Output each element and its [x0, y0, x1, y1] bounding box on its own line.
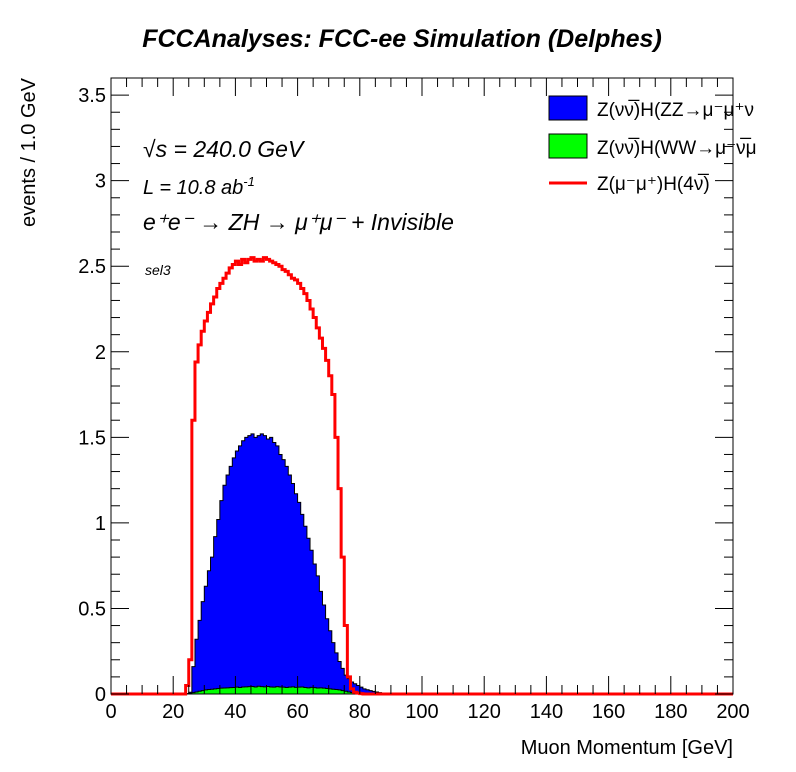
process-annotation: e⁺e⁻ → ZH → μ⁺μ⁻ + Invisible	[143, 209, 454, 235]
legend-label-4nu: Z(μ⁻μ⁺)H(4ν̅)	[597, 174, 710, 195]
x-tick-label: 100	[405, 701, 438, 723]
x-tick-label: 80	[349, 701, 371, 723]
x-tick-label: 180	[654, 701, 687, 723]
x-tick-label: 20	[162, 701, 184, 723]
legend-label-zz: Z(νν̅)H(ZZ→μ⁻μ⁺ν	[597, 100, 754, 121]
x-tick-label: 160	[592, 701, 625, 723]
annotations: √s = 240.0 GeV L = 10.8 ab-1 e⁺e⁻ → ZH →…	[143, 136, 454, 278]
luminosity-exponent: -1	[243, 174, 255, 189]
y-axis-label: events / 1.0 GeV	[18, 77, 40, 227]
chart-title: FCCAnalyses: FCC-ee Simulation (Delphes)	[142, 25, 662, 53]
x-tick-label: 60	[286, 701, 308, 723]
sqrt-s-annotation: √s = 240.0 GeV	[143, 136, 306, 162]
series-area-zz	[173, 433, 398, 695]
series-line-4nu	[111, 256, 733, 696]
selection-label: sel3	[145, 262, 171, 278]
y-tick-label: 2	[95, 342, 106, 364]
x-tick-label: 120	[468, 701, 501, 723]
x-axis-label: Muon Momentum [GeV]	[521, 737, 733, 759]
x-tick-label: 0	[105, 701, 116, 723]
x-tick-label: 200	[716, 701, 749, 723]
legend-label-ww: Z(νν̅)H(WW→μ⁻ν̅μ	[597, 138, 757, 159]
y-tick-label: 0	[95, 684, 106, 706]
y-tick-label: 1.5	[78, 427, 106, 449]
y-tick-label: 0.5	[78, 598, 106, 620]
luminosity-annotation: L = 10.8 ab-1	[143, 174, 255, 199]
legend: Z(νν̅)H(ZZ→μ⁻μ⁺ν Z(νν̅)H(WW→μ⁻ν̅μ Z(μ⁻μ⁺…	[548, 95, 757, 195]
x-tick-label: 40	[224, 701, 246, 723]
x-tick-label: 140	[530, 701, 563, 723]
y-tick-label: 3	[95, 171, 106, 193]
y-tick-label: 3.5	[78, 85, 106, 107]
y-tick-label: 2.5	[78, 256, 106, 278]
luminosity-value: L = 10.8 ab	[143, 177, 243, 199]
y-tick-label: 1	[95, 513, 106, 535]
legend-swatch-zz	[548, 95, 588, 121]
legend-swatch-ww	[548, 133, 588, 159]
